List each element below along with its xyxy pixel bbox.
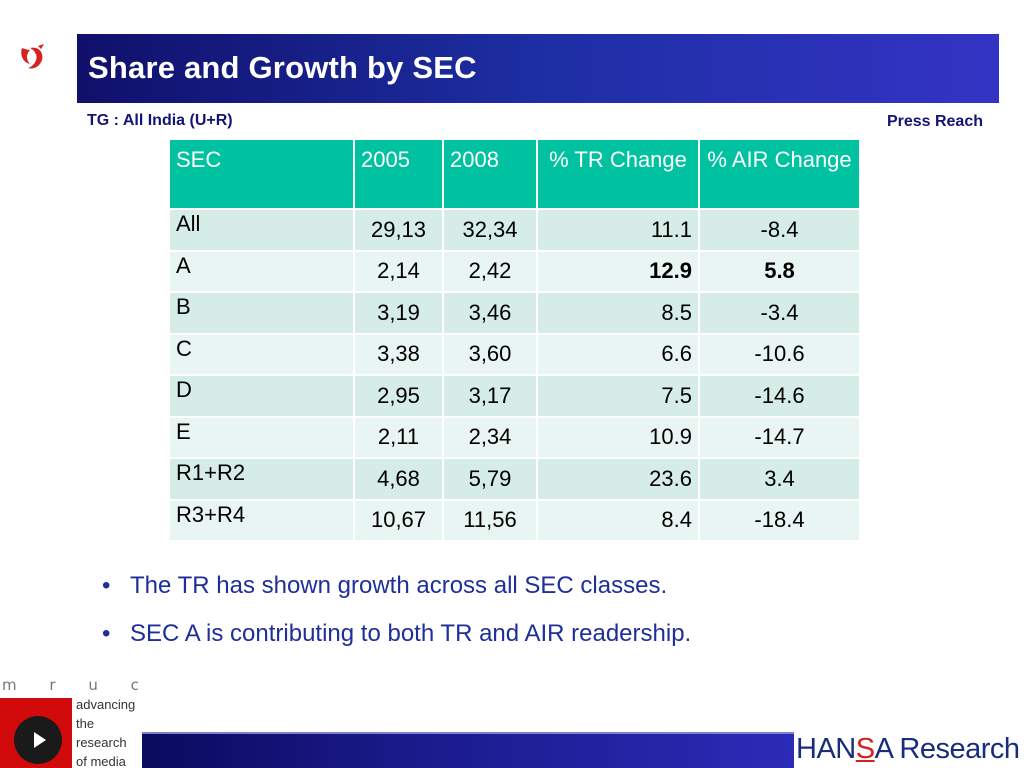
header-air-change: % AIR Change xyxy=(698,138,861,210)
target-group-label: TG : All India (U+R) xyxy=(87,112,233,129)
cell-tr-change: 12.9 xyxy=(536,249,700,293)
footer-bar-highlight xyxy=(142,732,794,734)
mruc-tagline-line: research xyxy=(76,735,127,750)
cell-2008: 5,79 xyxy=(442,457,538,501)
bullet-list: • The TR has shown growth across all SEC … xyxy=(102,572,691,668)
cell-air-change: -14.7 xyxy=(698,415,861,459)
cell-2005: 4,68 xyxy=(353,457,444,501)
cell-sec: C xyxy=(168,332,355,376)
bullet-item: • The TR has shown growth across all SEC … xyxy=(102,572,691,600)
cell-2005: 29,13 xyxy=(353,208,444,252)
cell-2008: 3,46 xyxy=(442,291,538,335)
cell-2005: 2,95 xyxy=(353,374,444,418)
sec-data-table: SEC 2005 2008 % TR Change % AIR Change A… xyxy=(168,138,861,542)
mruc-tagline-line: of media xyxy=(76,754,126,768)
table-row: All 29,13 32,34 11.1 -8.4 xyxy=(168,208,861,252)
cell-air-change: -3.4 xyxy=(698,291,861,335)
header-sec: SEC xyxy=(168,138,355,210)
table-row: R1+R2 4,68 5,79 23.6 3.4 xyxy=(168,457,861,501)
bullet-text: The TR has shown growth across all SEC c… xyxy=(130,572,668,599)
cell-sec: All xyxy=(168,208,355,252)
table-header-row: SEC 2005 2008 % TR Change % AIR Change xyxy=(168,138,861,210)
cell-sec: B xyxy=(168,291,355,335)
cell-air-change: 3.4 xyxy=(698,457,861,501)
cell-tr-change: 8.4 xyxy=(536,498,700,542)
cell-sec: R1+R2 xyxy=(168,457,355,501)
cell-2005: 3,19 xyxy=(353,291,444,335)
bullet-item: • SEC A is contributing to both TR and AI… xyxy=(102,620,691,648)
mruc-tagline-line: the xyxy=(76,716,95,731)
bullet-dot-icon: • xyxy=(102,572,111,599)
mruc-tagline: advancing the research of media xyxy=(76,695,135,768)
mruc-tagline-line: advancing xyxy=(76,697,136,712)
cell-tr-change: 8.5 xyxy=(536,291,700,335)
press-reach-label: Press Reach xyxy=(886,113,983,130)
table-row: D 2,95 3,17 7.5 -14.6 xyxy=(168,374,861,418)
cell-2008: 11,56 xyxy=(442,498,538,542)
header-tr-change: % TR Change xyxy=(536,138,700,210)
cell-sec: R3+R4 xyxy=(168,498,355,542)
bullet-text: SEC A is contributing to both TR and AIR… xyxy=(130,620,692,647)
cell-sec: E xyxy=(168,415,355,459)
hansa-logo-part: HAN xyxy=(796,733,856,765)
cell-sec: D xyxy=(168,374,355,418)
cell-air-change: -8.4 xyxy=(698,208,861,252)
mruc-letters: m r u c xyxy=(2,676,153,694)
cell-2005: 2,14 xyxy=(353,249,444,293)
bullet-dot-icon: • xyxy=(102,620,111,647)
table-row: R3+R4 10,67 11,56 8.4 -18.4 xyxy=(168,498,861,542)
cell-tr-change: 6.6 xyxy=(536,332,700,376)
page-title: Share and Growth by SEC xyxy=(88,50,477,85)
title-bar: Share and Growth by SEC xyxy=(77,34,999,103)
table-row: E 2,11 2,34 10.9 -14.7 xyxy=(168,415,861,459)
corner-logo-icon xyxy=(21,44,44,69)
table-row: C 3,38 3,60 6.6 -10.6 xyxy=(168,332,861,376)
header-2008: 2008 xyxy=(442,138,538,210)
mruc-logo-icon xyxy=(0,698,72,768)
cell-tr-change: 11.1 xyxy=(536,208,700,252)
hansa-research-logo: HANSA Research xyxy=(796,733,1020,766)
cell-tr-change: 23.6 xyxy=(536,457,700,501)
cell-air-change: -18.4 xyxy=(698,498,861,542)
cell-air-change: -10.6 xyxy=(698,332,861,376)
cell-2008: 2,42 xyxy=(442,249,538,293)
cell-2008: 2,34 xyxy=(442,415,538,459)
footer-bar xyxy=(142,734,794,768)
hansa-logo-s: S xyxy=(855,733,875,765)
table-body: All 29,13 32,34 11.1 -8.4 A 2,14 2,42 12.9 5.8 B 3,… xyxy=(168,208,861,542)
cell-2008: 3,17 xyxy=(442,374,538,418)
table-row: A 2,14 2,42 12.9 5.8 xyxy=(168,249,861,293)
table-row: B 3,19 3,46 8.5 -3.4 xyxy=(168,291,861,335)
cell-tr-change: 10.9 xyxy=(536,415,700,459)
cell-sec: A xyxy=(168,249,355,293)
cell-2008: 3,60 xyxy=(442,332,538,376)
cell-tr-change: 7.5 xyxy=(536,374,700,418)
cell-2005: 2,11 xyxy=(353,415,444,459)
hansa-logo-part: A Research xyxy=(874,733,1020,765)
cell-air-change: 5.8 xyxy=(698,249,861,293)
cell-2008: 32,34 xyxy=(442,208,538,252)
header-2005: 2005 xyxy=(353,138,444,210)
cell-2005: 10,67 xyxy=(353,498,444,542)
cell-air-change: -14.6 xyxy=(698,374,861,418)
cell-2005: 3,38 xyxy=(353,332,444,376)
